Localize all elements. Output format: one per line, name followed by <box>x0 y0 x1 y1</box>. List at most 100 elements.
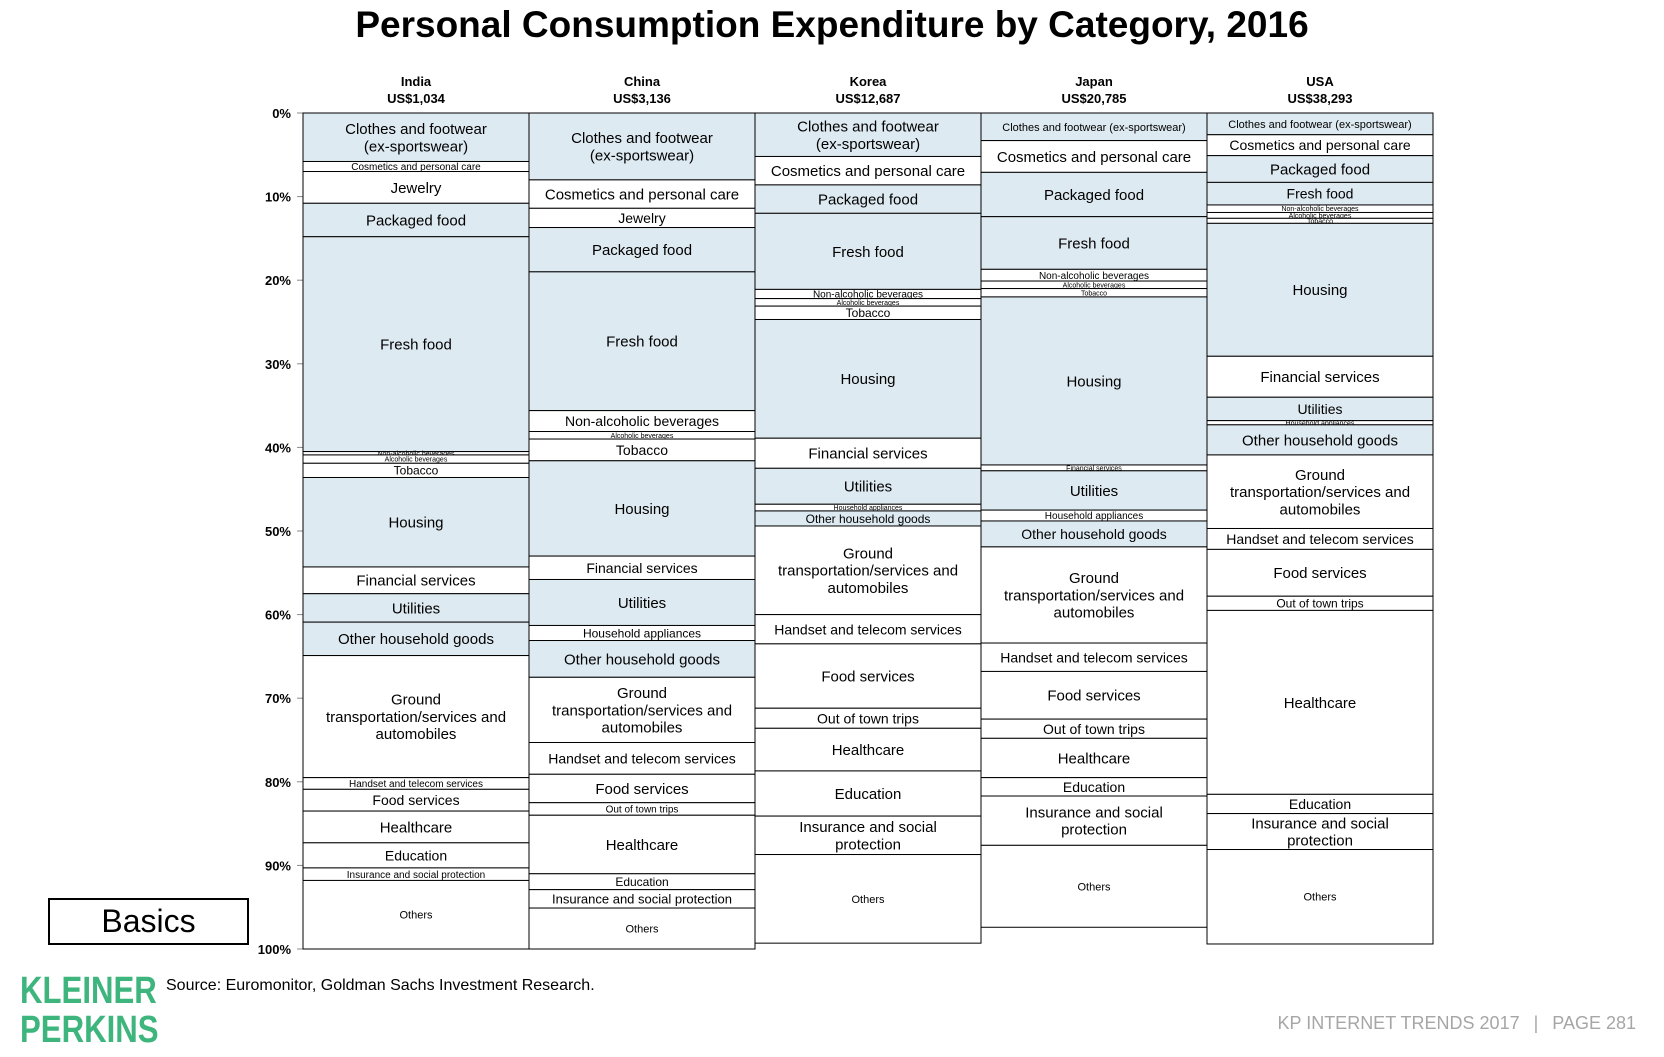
segment-label-utilities: Utilities <box>844 479 892 496</box>
segment-label-packaged-food: Packaged food <box>592 242 692 259</box>
segment-label-non-alcoholic-beverages: Non-alcoholic beverages <box>813 290 923 301</box>
segment-label-housing: Housing <box>1066 373 1121 390</box>
segment-label-out-of-town-trips: Out of town trips <box>1043 721 1145 737</box>
segment-label-insurance-and-social-protection: Insurance and social protection <box>552 892 732 907</box>
column-gdp-india: US$1,034 <box>387 91 446 106</box>
segment-label-financial-services: Financial services <box>356 573 475 590</box>
segment-label-clothes-and-footwear-ex-sportswear: Clothes and footwear (ex-sportswear) <box>1228 119 1411 131</box>
segment-label-education: Education <box>835 786 902 803</box>
segment-label-other-household-goods: Other household goods <box>806 512 931 526</box>
segment-label-healthcare: Healthcare <box>832 742 905 759</box>
segment-label-handset-and-telecom-services: Handset and telecom services <box>1000 649 1188 665</box>
logo-line-2: PERKINS <box>20 1009 159 1051</box>
footer-separator: | <box>1533 1013 1539 1033</box>
segment-label-non-alcoholic-beverages: Non-alcoholic beverages <box>377 451 455 458</box>
segment-label-ground-transportation-services-and-automobiles: Ground transportation/services and automob… <box>1004 570 1184 622</box>
segment-label-household-appliances: Household appliances <box>583 626 701 640</box>
segment-label-financial-services: Financial services <box>1260 369 1379 386</box>
segment-japan-others <box>980 844 1208 928</box>
segment-label-jewelry: Jewelry <box>618 210 665 226</box>
segment-label-other-household-goods: Other household goods <box>564 651 720 668</box>
segment-label-alcoholic-beverages: Alcoholic beverages <box>1063 282 1126 289</box>
segment-label-cosmetics-and-personal-care: Cosmetics and personal care <box>351 162 481 173</box>
segment-label-food-services: Food services <box>821 668 914 685</box>
segment-label-out-of-town-trips: Out of town trips <box>817 710 919 726</box>
segment-label-out-of-town-trips: Out of town trips <box>606 805 679 816</box>
segment-label-tobacco: Tobacco <box>616 442 668 458</box>
segment-label-alcoholic-beverages: Alcoholic beverages <box>1289 213 1352 220</box>
segment-china-clothes-and-footwear-ex-sportswear <box>528 112 756 181</box>
segment-label-cosmetics-and-personal-care: Cosmetics and personal care <box>771 163 965 180</box>
segment-china-housing <box>528 460 756 557</box>
segment-japan-other-household-goods <box>980 520 1208 548</box>
segment-usa-housing <box>1206 222 1434 357</box>
segment-label-healthcare: Healthcare <box>1284 695 1357 712</box>
segment-label-household-appliances: Household appliances <box>1045 511 1143 522</box>
segment-label-cosmetics-and-personal-care: Cosmetics and personal care <box>997 149 1191 166</box>
segment-korea-housing <box>754 318 982 439</box>
segment-china-other-household-goods <box>528 640 756 678</box>
page-footer: KP INTERNET TRENDS 2017 | PAGE 281 <box>1278 1013 1637 1034</box>
segment-india-packaged-food <box>302 202 530 238</box>
segment-india-fresh-food <box>302 236 530 453</box>
segment-usa-insurance-and-social-protection <box>1206 813 1434 851</box>
segment-japan-packaged-food <box>980 171 1208 218</box>
segment-label-other-household-goods: Other household goods <box>338 631 494 648</box>
segment-label-non-alcoholic-beverages: Non-alcoholic beverages <box>565 413 719 429</box>
column-gdp-korea: US$12,687 <box>835 91 900 106</box>
column-country-japan: Japan <box>1075 74 1113 89</box>
y-tick-label: 20% <box>265 273 291 288</box>
segment-label-packaged-food: Packaged food <box>818 192 918 209</box>
segment-label-tobacco: Tobacco <box>846 306 891 320</box>
segment-usa-food-services <box>1206 548 1434 597</box>
segment-label-financial-services: Financial services <box>1066 465 1122 472</box>
segment-china-packaged-food <box>528 227 756 273</box>
segment-label-ground-transportation-services-and-automobiles: Ground transportation/services and automob… <box>1230 467 1410 518</box>
segment-china-fresh-food <box>528 271 756 412</box>
segment-label-ground-transportation-services-and-automobiles: Ground transportation/services and automob… <box>326 692 506 744</box>
segment-label-housing: Housing <box>1292 282 1347 299</box>
segment-label-other-household-goods: Other household goods <box>1242 432 1398 449</box>
segment-label-ground-transportation-services-and-automobiles: Ground transportation/services and automob… <box>778 545 958 597</box>
segment-label-ground-transportation-services-and-automobiles: Ground transportation/services and automob… <box>552 685 732 737</box>
segment-label-education: Education <box>385 847 447 863</box>
segment-india-clothes-and-footwear-ex-sportswear <box>302 112 530 162</box>
segment-japan-housing <box>980 296 1208 466</box>
y-tick-label: 30% <box>265 357 291 372</box>
segment-japan-handset-and-telecom-services <box>980 642 1208 672</box>
segment-label-education: Education <box>1289 796 1351 812</box>
segment-label-packaged-food: Packaged food <box>366 212 466 229</box>
segment-usa-others <box>1206 849 1434 945</box>
segment-label-household-appliances: Household appliances <box>834 505 903 512</box>
segment-japan-healthcare <box>980 737 1208 779</box>
segment-label-housing: Housing <box>614 501 669 518</box>
y-tick-label: 10% <box>265 190 291 205</box>
segment-label-packaged-food: Packaged food <box>1044 187 1144 204</box>
segment-india-utilities <box>302 593 530 623</box>
basics-badge: Basics <box>48 898 249 945</box>
segment-china-cosmetics-and-personal-care <box>528 179 756 209</box>
segment-label-handset-and-telecom-services: Handset and telecom services <box>1226 531 1414 547</box>
segment-india-housing <box>302 476 530 568</box>
segment-label-clothes-and-footwear-ex-sportswear: Clothes and footwear (ex-sportswear) <box>571 130 713 164</box>
segment-usa-ground-transportation-services-and-automobiles <box>1206 454 1434 529</box>
y-tick-label: 40% <box>265 440 291 455</box>
chart-title: Personal Consumption Expenditure by Cate… <box>355 4 1309 45</box>
footer-page-number: PAGE 281 <box>1552 1013 1636 1033</box>
segment-label-insurance-and-social-protection: Insurance and social protection <box>799 819 937 853</box>
segment-india-other-household-goods <box>302 621 530 657</box>
segment-label-handset-and-telecom-services: Handset and telecom services <box>548 750 736 766</box>
segment-label-alcoholic-beverages: Alcoholic beverages <box>611 433 674 440</box>
segment-label-tobacco: Tobacco <box>1307 218 1333 225</box>
segment-label-handset-and-telecom-services: Handset and telecom services <box>349 779 483 790</box>
segment-label-food-services: Food services <box>595 781 688 798</box>
logo-line-1: KLEINER <box>20 970 157 1012</box>
segment-label-others: Others <box>1077 881 1111 893</box>
segment-label-utilities: Utilities <box>1070 483 1118 500</box>
segment-usa-financial-services <box>1206 355 1434 398</box>
segment-japan-fresh-food <box>980 216 1208 270</box>
segment-japan-cosmetics-and-personal-care <box>980 140 1208 173</box>
segment-label-housing: Housing <box>388 515 443 532</box>
segment-label-non-alcoholic-beverages: Non-alcoholic beverages <box>1281 206 1359 213</box>
